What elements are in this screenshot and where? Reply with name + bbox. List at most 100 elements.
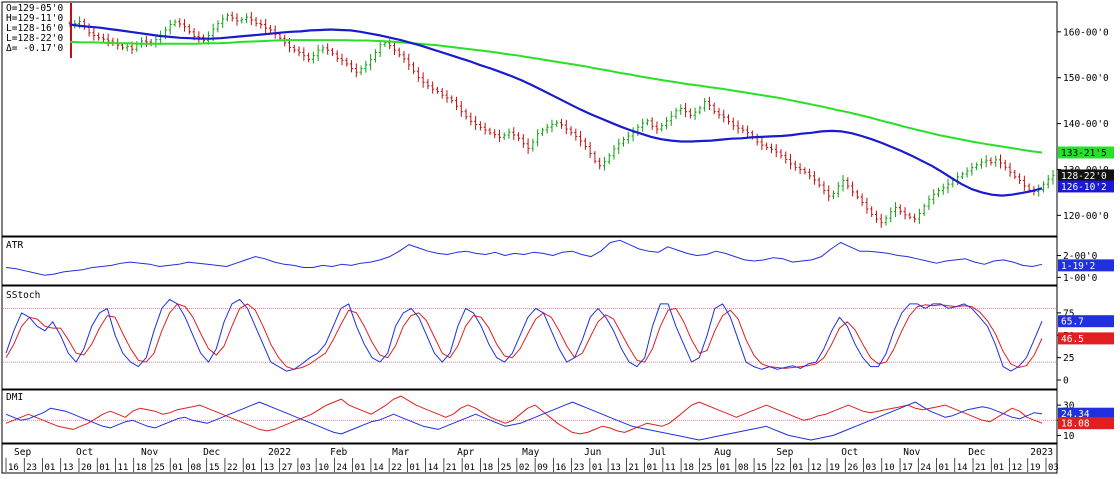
time-axis-day-label: 01	[172, 463, 183, 473]
time-axis-month-label: Nov	[903, 447, 920, 458]
atr-badge: 1-19'2	[1061, 261, 1095, 272]
time-axis-day-label: 22	[227, 463, 238, 473]
ohlc-delta: Δ= -0.17'0	[6, 43, 63, 54]
time-axis-day-label: 18	[136, 463, 147, 473]
ohlc-high: H=129-11'0	[6, 13, 63, 24]
time-axis-day-label: 01	[409, 463, 420, 473]
time-axis-day-label: 14	[428, 463, 439, 473]
dmi-axis-tick-label: 10	[1063, 431, 1075, 442]
atr-badge-bg	[1058, 259, 1114, 272]
stoch-panel-title: SStoch	[6, 290, 40, 301]
time-axis-month-label: Sep	[776, 447, 793, 458]
time-axis-day-label: 01	[647, 463, 658, 473]
time-axis-day-label: 16	[555, 463, 566, 473]
time-axis-day-label: 11	[665, 463, 676, 473]
dmi-axis-tick-label: 30	[1063, 401, 1075, 412]
time-axis-month-label: Oct	[76, 447, 93, 458]
stoch-k-line	[5, 298, 1043, 372]
ma-long-badge: 133-21'5	[1061, 148, 1107, 159]
time-axis-day-label: 10	[318, 463, 329, 473]
stoch-axis-tick-label: 0	[1063, 376, 1069, 387]
time-axis-day-label: 01	[44, 463, 55, 473]
time-axis-day-label: 18	[683, 463, 694, 473]
time-axis-day-label: 01	[939, 463, 950, 473]
time-axis-day-label: 01	[99, 463, 110, 473]
time-axis-day-label: 16	[8, 463, 19, 473]
time-axis-day-label: 25	[701, 463, 712, 473]
current-bar-marker	[70, 3, 72, 58]
time-axis-frame	[1, 443, 1058, 474]
ohlc-last: L=128-22'0	[6, 33, 63, 44]
time-axis-day-label: 13	[610, 463, 621, 473]
time-axis-day-label: 23	[26, 463, 37, 473]
dmi-minus-line	[5, 401, 1043, 441]
time-axis-day-label: 24	[336, 463, 347, 473]
ma-long-line	[69, 39, 1043, 154]
time-axis-month-label: Mar	[392, 447, 409, 458]
dmi-plus-line	[5, 395, 1043, 435]
ma-short-line	[69, 23, 1043, 197]
time-axis-day-label: 14	[957, 463, 968, 473]
time-axis-day-label: 11	[117, 463, 128, 473]
price-badge: 128-22'0	[1061, 171, 1107, 182]
time-axis-day-label: 18	[482, 463, 493, 473]
ohlc-open: O=129-05'0	[6, 3, 63, 14]
time-axis-day-label: 02	[519, 463, 530, 473]
atr-panel-title: ATR	[6, 240, 23, 251]
time-axis-day-label: 01	[464, 463, 475, 473]
stoch-panel-frame	[1, 285, 1058, 390]
time-axis-month-label: Sep	[14, 447, 31, 458]
time-axis-month-label: Feb	[330, 447, 347, 458]
stoch-d-badge: 46.5	[1061, 334, 1084, 345]
price-axis-tick-label: 160-00'0	[1063, 27, 1109, 38]
time-axis-day-label: 19	[1030, 463, 1041, 473]
stoch-d-line	[5, 303, 1043, 370]
time-axis-day-label: 25	[154, 463, 165, 473]
atr-panel-frame	[1, 236, 1058, 286]
time-axis-day-label: 15	[209, 463, 220, 473]
time-axis-month-label: Apr	[457, 447, 474, 458]
time-axis-day-label: 21	[446, 463, 457, 473]
time-axis-month-label: Dec	[203, 447, 220, 458]
time-axis-month-label: Aug	[714, 447, 731, 458]
ohlc-info-box: O=129-05'0 H=129-11'0 L=128-16'0 L=128-2…	[6, 3, 63, 54]
time-axis-day-label: 08	[738, 463, 749, 473]
time-axis-month-label: Jun	[584, 447, 601, 458]
time-axis-day-label: 13	[263, 463, 274, 473]
time-axis-day-label: 23	[574, 463, 585, 473]
time-axis-month-label: Jul	[649, 447, 666, 458]
time-axis-day-label: 08	[190, 463, 201, 473]
time-axis-day-label: 22	[391, 463, 402, 473]
dmi-panel-title: DMI	[6, 392, 23, 403]
time-axis-month-label: Dec	[968, 447, 985, 458]
time-axis-day-label: 12	[1012, 463, 1023, 473]
ma-short-badge-bg	[1058, 180, 1114, 193]
stoch-k-badge-bg	[1058, 315, 1114, 328]
time-axis-day-label: 17	[902, 463, 913, 473]
time-axis-day-label: 24	[920, 463, 931, 473]
dmi-plus-badge: 18.08	[1061, 419, 1090, 430]
price-axis-tick-label: 120-00'0	[1063, 211, 1109, 222]
price-panel-frame	[1, 1, 1058, 237]
stoch-k-badge: 65.7	[1061, 317, 1084, 328]
time-axis-day-label: 01	[355, 463, 366, 473]
atr-line	[5, 239, 1043, 276]
price-axis-tick-label: 150-00'0	[1063, 73, 1109, 84]
time-axis-day-label: 01	[793, 463, 804, 473]
price-badge-bg	[1058, 169, 1114, 182]
time-axis-month-label: 2023	[1030, 447, 1053, 458]
dmi-minus-badge: 24.34	[1061, 409, 1090, 420]
time-axis-day-label: 03	[300, 463, 311, 473]
dmi-minus-badge-bg	[1058, 407, 1114, 420]
ma-short-badge: 126-10'2	[1061, 182, 1107, 193]
atr-axis-tick-label: 2-00'0	[1063, 251, 1098, 262]
stoch-d-badge-bg	[1058, 332, 1114, 345]
time-axis-month-label: Oct	[841, 447, 858, 458]
time-axis-day-label: 22	[774, 463, 785, 473]
time-axis-day-label: 10	[884, 463, 895, 473]
time-axis-day-label: 21	[975, 463, 986, 473]
time-axis-day-label: 01	[592, 463, 603, 473]
time-axis-day-label: 19	[829, 463, 840, 473]
